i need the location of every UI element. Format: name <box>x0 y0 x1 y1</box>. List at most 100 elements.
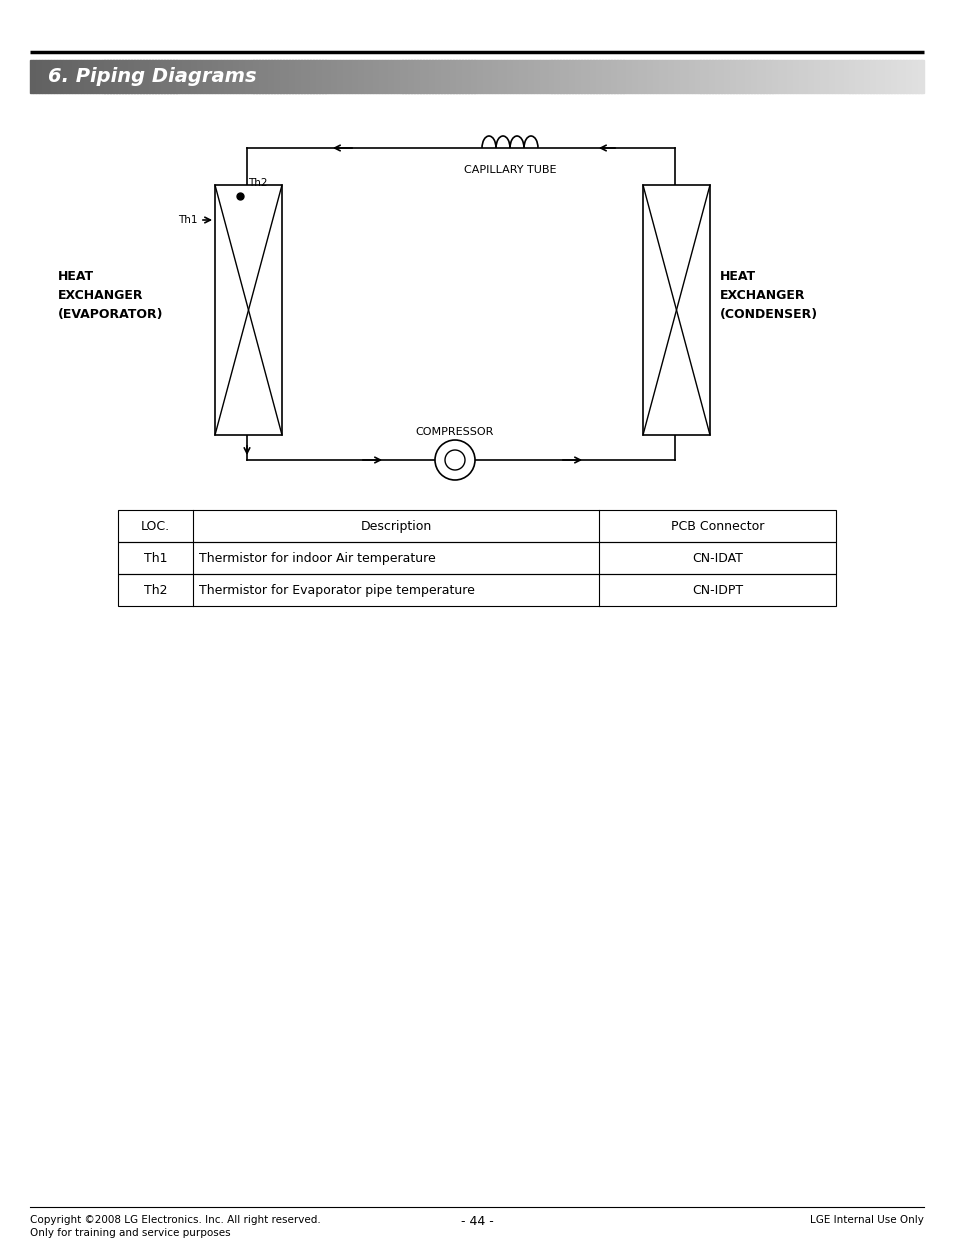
Bar <box>640 60 643 93</box>
Bar <box>852 60 855 93</box>
Bar <box>688 60 691 93</box>
Bar <box>598 60 602 93</box>
Bar <box>474 60 477 93</box>
Bar <box>819 60 822 93</box>
Bar <box>122 60 126 93</box>
Bar <box>152 60 155 93</box>
Bar <box>789 60 793 93</box>
Bar <box>214 185 282 435</box>
Bar <box>161 60 165 93</box>
Bar <box>676 60 679 93</box>
Bar <box>42 60 46 93</box>
Bar <box>635 60 638 93</box>
Bar <box>98 60 102 93</box>
Bar <box>631 60 635 93</box>
Bar <box>453 60 456 93</box>
Bar <box>512 60 516 93</box>
Bar <box>697 60 700 93</box>
Bar <box>548 60 552 93</box>
Bar <box>429 60 433 93</box>
Bar <box>536 60 539 93</box>
Bar <box>715 60 719 93</box>
Bar <box>172 60 176 93</box>
Bar <box>557 60 560 93</box>
Bar <box>336 60 340 93</box>
Bar <box>638 60 640 93</box>
Bar <box>381 60 385 93</box>
Bar <box>795 60 799 93</box>
Bar <box>497 60 501 93</box>
Bar <box>872 60 876 93</box>
Bar <box>720 60 724 93</box>
Bar <box>723 60 727 93</box>
Bar <box>643 60 647 93</box>
Bar <box>905 60 908 93</box>
Bar <box>283 60 287 93</box>
Bar <box>289 60 293 93</box>
Bar <box>712 60 715 93</box>
Bar <box>420 60 423 93</box>
Bar <box>471 60 474 93</box>
Bar <box>842 60 846 93</box>
Bar <box>545 60 548 93</box>
Bar <box>170 60 173 93</box>
Bar <box>95 60 99 93</box>
Text: Thermistor for Evaporator pipe temperature: Thermistor for Evaporator pipe temperatu… <box>199 583 475 597</box>
Bar <box>399 60 402 93</box>
Bar <box>370 60 373 93</box>
Bar <box>741 60 745 93</box>
Bar <box>318 60 322 93</box>
Bar <box>771 60 775 93</box>
Bar <box>322 60 325 93</box>
Text: 6. Piping Diagrams: 6. Piping Diagrams <box>48 66 256 86</box>
Bar <box>524 60 528 93</box>
Bar <box>739 60 742 93</box>
Bar <box>887 60 891 93</box>
Bar <box>821 60 825 93</box>
Circle shape <box>435 440 475 480</box>
Bar <box>506 60 510 93</box>
Text: - 44 -: - 44 - <box>460 1214 493 1228</box>
Bar <box>304 60 307 93</box>
Bar <box>456 60 459 93</box>
Bar <box>227 60 230 93</box>
Bar <box>476 60 480 93</box>
Bar <box>509 60 513 93</box>
Bar <box>199 60 203 93</box>
Bar <box>518 60 521 93</box>
Bar <box>485 60 489 93</box>
Bar <box>167 60 171 93</box>
Bar <box>879 60 882 93</box>
Bar <box>444 60 447 93</box>
Text: CAPILLARY TUBE: CAPILLARY TUBE <box>463 165 556 175</box>
Bar <box>530 60 534 93</box>
Bar <box>670 60 674 93</box>
Bar <box>315 60 319 93</box>
Bar <box>355 60 358 93</box>
Bar <box>60 60 63 93</box>
Bar <box>408 60 412 93</box>
Bar <box>902 60 905 93</box>
Bar <box>223 60 227 93</box>
Bar <box>185 60 189 93</box>
Bar <box>90 60 93 93</box>
Bar <box>432 60 436 93</box>
Bar <box>527 60 531 93</box>
Bar <box>858 60 861 93</box>
Bar <box>113 60 117 93</box>
Bar <box>74 60 78 93</box>
Bar <box>614 60 617 93</box>
Bar <box>119 60 123 93</box>
Bar <box>642 185 709 435</box>
Bar <box>158 60 161 93</box>
Bar <box>292 60 295 93</box>
Bar <box>774 60 778 93</box>
Bar <box>824 60 828 93</box>
Bar <box>730 60 733 93</box>
Bar <box>118 542 835 574</box>
Bar <box>310 60 314 93</box>
Bar <box>328 60 331 93</box>
Bar <box>559 60 563 93</box>
Bar <box>53 60 57 93</box>
Bar <box>503 60 507 93</box>
